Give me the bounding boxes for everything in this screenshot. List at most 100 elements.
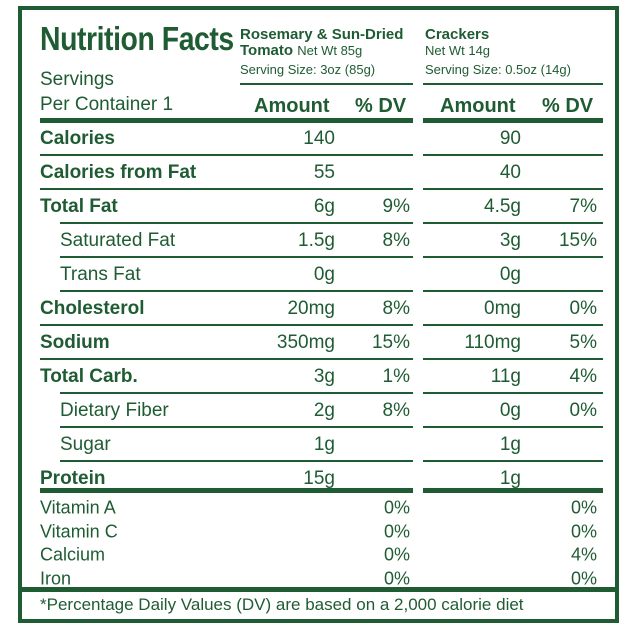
vitamin-label: Vitamin A [40, 497, 116, 518]
product1-dv: 1% [382, 366, 410, 387]
row-divider-right [423, 392, 603, 394]
nutrient-row: Total Fat 6g 9% 4.5g 7% [22, 190, 623, 224]
product2-amount: 0g [499, 264, 521, 285]
product2-net-wt: Net Wt 14g [425, 43, 491, 58]
nutrient-row: Sodium 350mg 15% 110mg 5% [22, 326, 623, 360]
product1-net-wt: Net Wt 85g [297, 43, 363, 58]
product1-dv: 15% [371, 332, 410, 353]
product1-amount: 140 [303, 128, 335, 149]
row-divider-right [423, 256, 603, 258]
product2-name: Crackers Net Wt 14g [425, 27, 490, 59]
row-divider-left [60, 256, 413, 258]
product2-vitamin-dv: 0% [570, 568, 597, 588]
servings-line-2: Per Container 1 [40, 94, 174, 115]
product1-amount: 55 [313, 162, 335, 183]
nutrient-label: Calories [40, 128, 115, 149]
nutrient-label: Saturated Fat [60, 230, 176, 251]
product2-amount: 40 [499, 162, 521, 183]
product2-vitamin-dv: 4% [570, 544, 597, 565]
nutrient-label: Total Fat [40, 196, 118, 217]
nutrient-label: Trans Fat [60, 264, 141, 285]
product2-amount: 90 [499, 128, 521, 149]
product2-dv: 0% [569, 400, 597, 421]
product1-serving-size: Serving Size: 3oz (85g) [240, 62, 376, 77]
product2-vitamin-dv: 0% [570, 521, 597, 541]
row-divider-right [423, 188, 603, 190]
row-divider-right [423, 324, 603, 326]
panel-title: Nutrition Facts [40, 20, 234, 57]
nutrient-label: Protein [40, 468, 106, 489]
product1-amount: 1.5g [298, 230, 335, 251]
nutrient-label: Total Carb. [40, 366, 138, 387]
vitamin-divider-right [423, 488, 603, 493]
nutrient-label: Sodium [40, 332, 110, 353]
nutrient-label: Cholesterol [40, 298, 145, 319]
product2-name-text: Crackers [425, 26, 490, 43]
vitamin-label: Calcium [40, 544, 106, 565]
product2-amount: 1g [499, 468, 521, 489]
product2-amount: 3g [499, 230, 521, 251]
vitamin-row: Vitamin C 0% 0% [22, 520, 623, 544]
vitamin-row: Calcium 0% 4% [22, 543, 623, 567]
row-divider-right [423, 426, 603, 428]
row-divider-left [60, 460, 413, 462]
row-divider-left [40, 154, 413, 156]
product1-dv: 8% [382, 230, 410, 251]
product1-amount: 20mg [287, 298, 335, 319]
product1-amount-header: Amount [254, 95, 330, 117]
product2-dv: 0% [569, 298, 597, 319]
product2-amount: 0g [499, 400, 521, 421]
row-divider-left [40, 188, 413, 190]
product1-amount: 2g [313, 400, 335, 421]
header-divider-right [423, 118, 603, 123]
product2-amount: 0mg [484, 298, 521, 319]
product1-dv-header: % DV [355, 95, 407, 117]
product1-dv: 8% [382, 298, 410, 319]
nutrient-row: Protein 15g 1g [22, 462, 623, 496]
nutrient-label: Calories from Fat [40, 162, 197, 183]
footnote: *Percentage Daily Values (DV) are based … [40, 595, 524, 614]
product1-name-line1: Rosemary & Sun-Dried [240, 26, 404, 43]
vitamin-row: Iron 0% 0% [22, 567, 623, 591]
nutrient-row: Dietary Fiber 2g 8% 0g 0% [22, 394, 623, 428]
vitamin-label: Iron [40, 568, 72, 588]
product2-dv: 15% [558, 230, 597, 251]
product1-vitamin-dv: 0% [383, 568, 410, 588]
nutrient-row: Total Carb. 3g 1% 11g 4% [22, 360, 623, 394]
row-divider-left [60, 392, 413, 394]
product2-amount-header: Amount [440, 95, 516, 117]
product2-amount: 11g [490, 366, 521, 387]
product1-amount: 1g [313, 434, 335, 455]
row-divider-left [60, 290, 413, 292]
vitamin-row: Vitamin A 0% 0% [22, 496, 623, 520]
servings-line-1: Servings [40, 69, 114, 90]
product1-name-line2: Tomato [240, 42, 294, 59]
product1-amount: 15g [303, 468, 335, 489]
product1-dv: 9% [382, 196, 410, 217]
product2-dv: 7% [569, 196, 597, 217]
nutrition-facts-panel: Nutrition Facts Servings Per Container 1… [18, 6, 619, 623]
nutrient-row: Sugar 1g 1g [22, 428, 623, 462]
product1-amount: 0g [313, 264, 335, 285]
header-divider-left [40, 118, 413, 123]
product2-dv-header: % DV [542, 95, 594, 117]
row-divider-left [40, 324, 413, 326]
product2-dv: 4% [569, 366, 597, 387]
row-divider-right [423, 460, 603, 462]
row-divider-right [423, 290, 603, 292]
product1-amount: 350mg [276, 332, 335, 353]
row-divider-right [423, 358, 603, 360]
product1-dv: 8% [382, 400, 410, 421]
nutrient-row: Trans Fat 0g 0g [22, 258, 623, 292]
nutrient-label: Dietary Fiber [60, 400, 169, 421]
product2-amount: 1g [499, 434, 521, 455]
nutrient-row: Calories from Fat 55 40 [22, 156, 623, 190]
product1-name: Rosemary & Sun-Dried Tomato Net Wt 85g [240, 27, 403, 59]
product1-vitamin-dv: 0% [383, 497, 410, 518]
product1-header-rule [240, 83, 413, 85]
row-divider-right [423, 222, 603, 224]
nutrient-label: Sugar [60, 434, 111, 455]
vitamin-divider-left [40, 488, 413, 493]
nutrient-row: Calories 140 90 [22, 122, 623, 156]
nutrient-row: Cholesterol 20mg 8% 0mg 0% [22, 292, 623, 326]
